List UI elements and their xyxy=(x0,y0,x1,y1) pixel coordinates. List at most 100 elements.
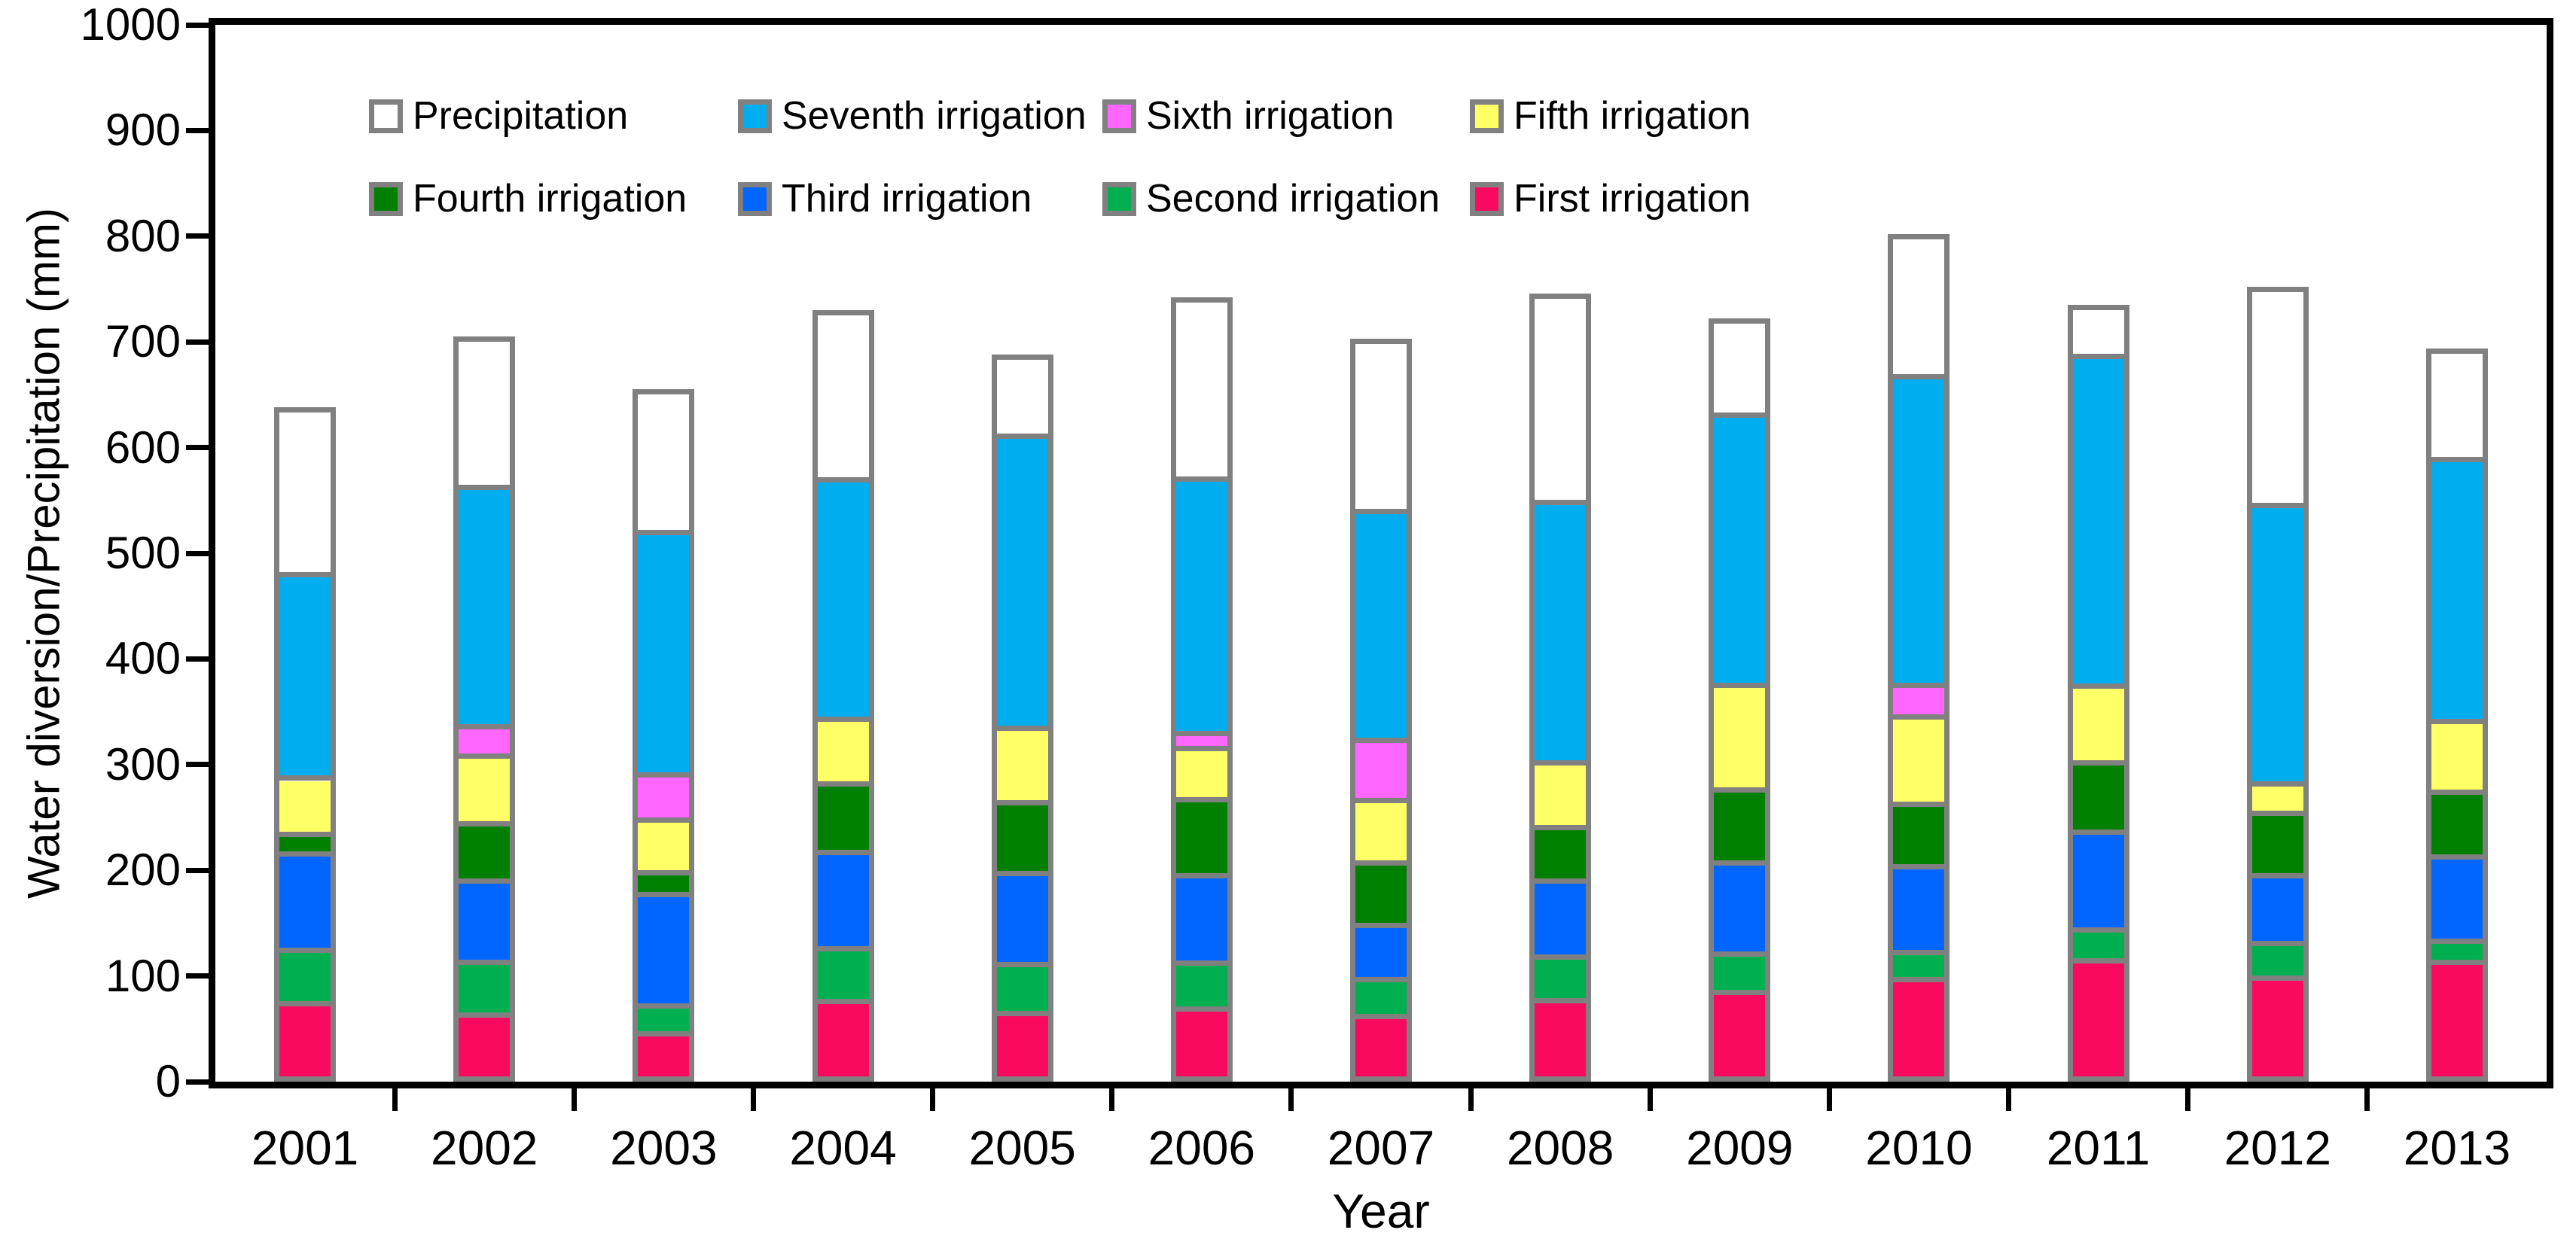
segment-2007-fourth-irrigation xyxy=(1355,866,1407,929)
bar-2004 xyxy=(812,310,874,1082)
segment-2013-first-irrigation xyxy=(2431,964,2483,1076)
segment-2003-first-irrigation xyxy=(638,1036,690,1076)
x-axis-tick xyxy=(1647,1088,1653,1111)
legend-label: Third irrigation xyxy=(782,177,1032,221)
y-axis-tick xyxy=(186,867,209,873)
x-axis-tick xyxy=(392,1088,398,1111)
y-axis-tick-label: 1000 xyxy=(80,0,181,50)
legend-item-third-irrigation: Third irrigation xyxy=(738,179,1032,218)
segment-2001-second-irrigation xyxy=(279,952,331,1007)
legend-label: Precipitation xyxy=(413,94,629,138)
segment-2003-fifth-irrigation xyxy=(638,822,690,876)
x-axis-category-label: 2010 xyxy=(1865,1121,1973,1175)
segment-2004-seventh-irrigation xyxy=(817,482,869,723)
bar-2008 xyxy=(1529,293,1592,1082)
legend-label: Fourth irrigation xyxy=(413,177,687,221)
segment-2006-second-irrigation xyxy=(1175,966,1227,1012)
segment-2001-fifth-irrigation xyxy=(279,781,331,838)
segment-2002-precipitation xyxy=(459,342,511,490)
segment-2013-second-irrigation xyxy=(2431,944,2483,965)
segment-2012-precipitation xyxy=(2251,292,2303,508)
segment-2012-fifth-irrigation xyxy=(2251,786,2303,816)
segment-2001-first-irrigation xyxy=(279,1006,331,1076)
legend-item-precipitation: Precipitation xyxy=(369,96,628,135)
segment-2003-second-irrigation xyxy=(638,1009,690,1037)
segment-2011-seventh-irrigation xyxy=(2072,359,2124,689)
y-axis-tick-label: 200 xyxy=(105,845,181,896)
segment-2003-sixth-irrigation xyxy=(638,778,690,823)
segment-2006-first-irrigation xyxy=(1175,1012,1227,1076)
segment-2001-third-irrigation xyxy=(279,857,331,953)
x-axis-category-label: 2006 xyxy=(1148,1121,1256,1175)
x-axis-category-label: 2001 xyxy=(251,1121,359,1175)
bar-2012 xyxy=(2246,287,2309,1082)
x-axis-tick xyxy=(750,1088,756,1111)
segment-2007-first-irrigation xyxy=(1355,1018,1407,1076)
x-axis-category-label: 2002 xyxy=(431,1121,538,1175)
segment-2002-second-irrigation xyxy=(459,964,511,1018)
y-axis-tick xyxy=(186,550,209,556)
legend-label: Second irrigation xyxy=(1146,177,1440,221)
legend-item-first-irrigation: First irrigation xyxy=(1470,179,1751,218)
segment-2010-third-irrigation xyxy=(1893,869,1945,956)
legend-swatch-fifth-irrigation xyxy=(1470,99,1504,133)
segment-2005-first-irrigation xyxy=(996,1015,1048,1076)
bar-2010 xyxy=(1888,233,1950,1082)
y-axis-tick-label: 800 xyxy=(105,210,181,261)
x-axis-tick xyxy=(1468,1088,1474,1111)
y-axis-tick xyxy=(186,127,209,133)
segment-2009-second-irrigation xyxy=(1714,956,1766,995)
x-axis-category-label: 2007 xyxy=(1327,1121,1435,1175)
segment-2007-second-irrigation xyxy=(1355,982,1407,1019)
bar-2002 xyxy=(453,336,516,1082)
y-axis-tick-label: 0 xyxy=(155,1056,181,1106)
bar-2003 xyxy=(633,389,695,1082)
bar-2005 xyxy=(991,355,1053,1082)
segment-2005-seventh-irrigation xyxy=(996,439,1048,731)
legend-swatch-third-irrigation xyxy=(738,181,772,216)
legend-swatch-sixth-irrigation xyxy=(1102,99,1136,133)
segment-2008-third-irrigation xyxy=(1535,883,1587,960)
x-axis-tick xyxy=(2364,1088,2370,1111)
segment-2004-second-irrigation xyxy=(817,951,869,1005)
segment-2013-third-irrigation xyxy=(2431,860,2483,945)
legend-swatch-fourth-irrigation xyxy=(369,181,403,216)
segment-2003-third-irrigation xyxy=(638,897,690,1009)
segment-2011-precipitation xyxy=(2072,310,2124,360)
segment-2003-fourth-irrigation xyxy=(638,875,690,898)
segment-2002-fifth-irrigation xyxy=(459,758,511,826)
segment-2005-third-irrigation xyxy=(996,876,1048,967)
legend-label: Fifth irrigation xyxy=(1514,94,1751,138)
segment-2012-third-irrigation xyxy=(2251,878,2303,946)
y-axis-tick-label: 100 xyxy=(105,950,181,1001)
segment-2007-precipitation xyxy=(1355,344,1407,514)
segment-2002-first-irrigation xyxy=(459,1018,511,1076)
segment-2013-seventh-irrigation xyxy=(2431,461,2483,725)
legend-swatch-first-irrigation xyxy=(1470,181,1504,216)
segment-2009-fourth-irrigation xyxy=(1714,793,1766,866)
y-axis-tick-label: 700 xyxy=(105,316,181,367)
y-axis-tick-label: 500 xyxy=(105,528,181,578)
segment-2007-third-irrigation xyxy=(1355,928,1407,983)
segment-2013-precipitation xyxy=(2431,353,2483,462)
segment-2006-third-irrigation xyxy=(1175,878,1227,966)
x-axis-tick xyxy=(930,1088,936,1111)
segment-2011-fourth-irrigation xyxy=(2072,766,2124,835)
segment-2011-third-irrigation xyxy=(2072,834,2124,933)
segment-2008-second-irrigation xyxy=(1535,959,1587,1004)
segment-2006-precipitation xyxy=(1175,303,1227,482)
segment-2003-seventh-irrigation xyxy=(638,535,690,778)
segment-2005-fourth-irrigation xyxy=(996,805,1048,877)
segment-2002-seventh-irrigation xyxy=(459,489,511,730)
legend-label: First irrigation xyxy=(1514,177,1751,221)
y-axis-tick xyxy=(186,762,209,768)
y-axis-tick xyxy=(186,1079,209,1085)
segment-2010-fourth-irrigation xyxy=(1893,807,1945,870)
segment-2002-third-irrigation xyxy=(459,883,511,965)
segment-2006-seventh-irrigation xyxy=(1175,482,1227,737)
y-axis-tick xyxy=(186,339,209,345)
segment-2004-fourth-irrigation xyxy=(817,787,869,856)
segment-2012-seventh-irrigation xyxy=(2251,507,2303,787)
y-axis-tick xyxy=(186,445,209,451)
